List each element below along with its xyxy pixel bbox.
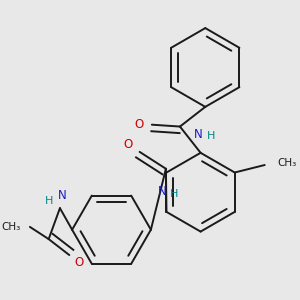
Text: H: H [170,189,178,199]
Text: H: H [207,131,215,141]
Text: CH₃: CH₃ [1,222,20,232]
Text: N: N [158,185,167,198]
Text: H: H [44,196,53,206]
Text: O: O [124,138,133,151]
Text: N: N [57,188,66,202]
Text: O: O [134,118,143,131]
Text: N: N [194,128,202,141]
Text: O: O [74,256,83,269]
Text: CH₃: CH₃ [278,158,297,168]
